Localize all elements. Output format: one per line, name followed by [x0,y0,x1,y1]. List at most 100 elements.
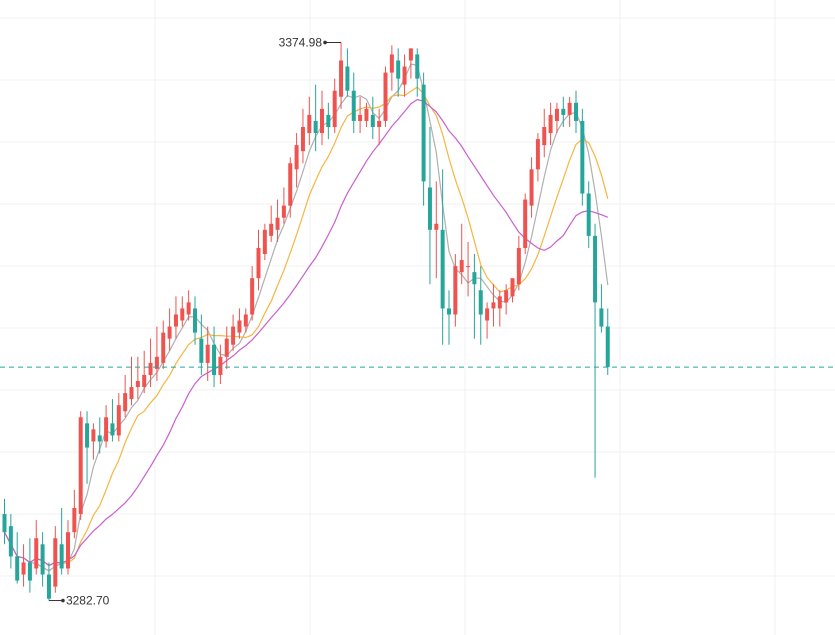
candle-body [408,48,413,61]
candle-body [212,344,217,375]
candle-body [351,90,356,121]
candle-body [307,114,312,134]
candle-body [504,290,509,303]
candle-body [320,108,324,134]
candle-body [199,338,204,363]
candle-body [497,296,502,309]
candle-body [510,278,515,297]
candle-body [339,60,344,97]
candle-body [529,169,534,206]
candle-body [142,374,147,388]
candle-body [135,381,140,388]
candle-body [123,393,128,412]
candle-body [193,308,197,333]
candle-body [389,54,394,73]
candle-body [180,308,185,321]
candle-body [364,108,369,121]
candle-body [250,278,255,315]
candle-body [300,127,305,152]
high-dot [323,40,327,45]
candle-body [447,308,451,315]
candle-body [586,193,591,236]
candle-body [275,217,280,230]
candle-body [523,199,528,248]
candle-body [554,108,559,121]
candle-body [358,114,363,121]
candle-body [466,266,471,268]
candle-body [605,326,610,368]
candle-body [243,314,248,327]
candle-body [345,66,350,91]
candle-body [21,562,26,575]
candle-body [2,514,7,533]
candle-body [167,326,172,339]
candle-body [104,417,109,442]
candle-body [85,423,90,448]
candle-body [561,108,566,115]
candle-body [427,187,432,230]
candle-body [59,544,64,569]
candle-body [485,308,490,321]
candle-body [516,247,521,285]
candle-body [34,538,39,569]
candle-body [231,326,236,345]
candle-body [205,344,210,363]
candles [2,42,610,601]
candle-body [256,247,261,279]
ma-long-line [3,98,609,567]
candle-body [415,54,420,79]
candle-body [542,127,547,146]
moving-average-lines [3,63,609,572]
candle-body [148,362,153,375]
candle-body [27,562,32,581]
candle-body [262,229,267,254]
candle-body [15,556,20,581]
candle-body [173,314,178,327]
candle-body [237,320,242,333]
low-dot [61,598,65,603]
candle-body [294,145,299,170]
candle-body [396,60,401,79]
candle-body [472,272,477,285]
candle-body [91,429,96,442]
candle-body [421,84,426,182]
low-label: 3282.70 [66,594,110,608]
candle-body [478,290,483,315]
low-marker: 3282.70 [48,594,110,608]
candle-body [281,205,286,218]
candle-body [154,356,159,369]
candle-body [288,163,293,206]
candle-body [332,90,337,127]
candle-body [567,102,572,115]
candle-body [580,120,585,194]
candle-body [434,223,439,230]
candle-body [8,526,13,557]
candle-body [326,114,331,127]
candle-body [40,544,45,575]
candle-body [97,435,102,442]
candle-body [402,66,407,85]
candle-body [224,338,229,357]
candle-body [313,120,318,134]
ma-short-line [3,63,609,572]
candle-body [129,387,134,400]
candle-body [383,72,388,121]
candle-body [269,223,274,236]
candle-body [574,102,578,121]
candle-body [440,229,445,309]
candle-body [599,308,604,327]
candle-body [116,405,121,436]
candle-body [186,302,191,315]
candle-body [110,423,115,436]
candle-body [72,508,77,533]
candle-body [548,114,553,134]
candle-body [491,302,496,309]
candle-body [453,266,458,315]
high-label: 3374.98 [279,35,323,49]
candle-body [377,120,382,127]
candle-body [370,114,375,127]
candle-body [53,538,58,587]
candle-body [535,139,540,170]
